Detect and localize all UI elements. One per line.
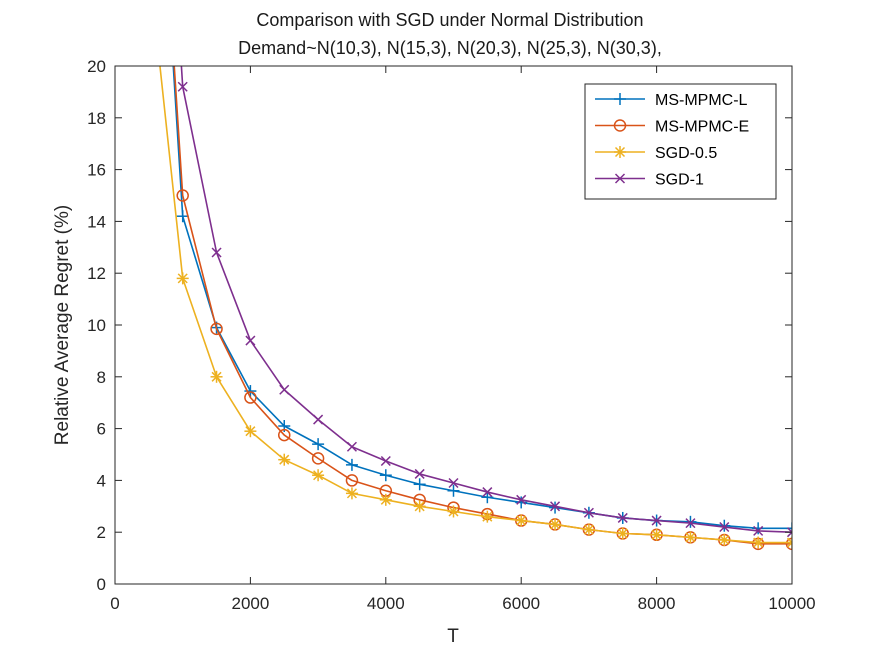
series-sgd-1 <box>177 66 792 538</box>
ticks-layer: 0 2000 4000 6000 8000 10000 0 2 4 6 8 10 12 14 16 18 20 <box>87 57 816 613</box>
legend-box <box>584 83 777 200</box>
data-point-sgd-1 <box>346 441 357 452</box>
y-tick-label: 16 <box>87 161 106 180</box>
legend-item-sgd-1: SGD-1 <box>595 172 704 189</box>
data-point-sgd-1 <box>245 335 256 346</box>
x-tick-label: 8000 <box>638 594 676 613</box>
data-point-ms-mpmc-l <box>447 484 460 497</box>
legend-marker-ms-mpmc-e <box>613 119 627 132</box>
data-point-sgd-0-5 <box>379 493 392 506</box>
y-tick-label: 20 <box>87 57 106 76</box>
data-point-sgd-0-5 <box>312 469 325 482</box>
data-point-sgd-0-5 <box>176 272 189 285</box>
x-tick-label: 0 <box>110 594 119 613</box>
y-tick-label: 6 <box>97 420 106 439</box>
legend-item-sgd-0-5: SGD-0.5 <box>595 145 717 162</box>
y-axis-label: Relative Average Regret (%) <box>52 205 73 445</box>
data-point-sgd-0-5 <box>345 487 358 500</box>
x-tick-label: 10000 <box>768 594 815 613</box>
data-point-sgd-0-5 <box>650 528 663 541</box>
series-line-sgd-1 <box>180 66 792 533</box>
data-point-sgd-1 <box>685 518 696 529</box>
data-point-ms-mpmc-l <box>345 458 358 471</box>
y-tick-label: 12 <box>87 264 106 283</box>
legend: MS-MPMC-L MS-MPMC-E SGD-0.5 SGD-1 <box>584 83 777 200</box>
data-point-sgd-0-5 <box>616 527 629 540</box>
legend-label: MS-MPMC-L <box>655 92 748 109</box>
data-point-ms-mpmc-l <box>684 515 697 528</box>
data-point-ms-mpmc-l <box>379 469 392 482</box>
data-point-sgd-0-5 <box>413 500 426 513</box>
data-point-sgd-1 <box>753 525 764 536</box>
data-point-sgd-1 <box>211 247 222 258</box>
data-point-sgd-1 <box>651 515 662 526</box>
series-sgd-0-5 <box>159 66 792 549</box>
y-tick-label: 2 <box>97 523 106 542</box>
data-point-ms-mpmc-l <box>176 210 189 223</box>
data-point-sgd-0-5 <box>549 518 562 531</box>
data-point-sgd-1 <box>786 527 792 538</box>
data-point-ms-mpmc-l <box>752 522 765 535</box>
data-point-sgd-1 <box>516 494 527 505</box>
y-tick-label: 14 <box>87 212 106 231</box>
data-point-ms-mpmc-l <box>312 438 325 451</box>
data-point-sgd-1 <box>177 81 188 92</box>
data-point-sgd-1 <box>380 455 391 467</box>
legend-label: SGD-1 <box>655 172 704 189</box>
data-point-sgd-0-5 <box>481 510 494 523</box>
data-point-ms-mpmc-l <box>481 491 494 504</box>
y-tick-label: 10 <box>87 316 106 335</box>
data-point-sgd-0-5 <box>752 536 765 549</box>
data-point-ms-mpmc-e <box>244 391 257 404</box>
y-tick-label: 18 <box>87 109 106 128</box>
data-point-sgd-0-5 <box>515 514 528 527</box>
data-point-sgd-0-5 <box>244 425 257 438</box>
data-point-sgd-0-5 <box>210 370 223 383</box>
y-tick-label: 0 <box>97 575 106 594</box>
data-point-sgd-1 <box>482 487 493 498</box>
y-tick-label: 8 <box>97 368 106 387</box>
data-point-ms-mpmc-l <box>413 478 426 491</box>
data-point-sgd-0-5 <box>786 536 792 549</box>
data-point-sgd-0-5 <box>582 523 595 536</box>
legend-item-ms-mpmc-e: MS-MPMC-E <box>595 119 749 136</box>
data-point-sgd-0-5 <box>447 505 460 518</box>
x-tick-label: 4000 <box>367 594 405 613</box>
legend-marker-sgd-0-5 <box>614 146 626 158</box>
data-point-sgd-0-5 <box>718 533 731 546</box>
data-point-sgd-1 <box>448 477 459 489</box>
data-point-ms-mpmc-l <box>718 519 731 532</box>
series-layer <box>159 66 792 551</box>
data-point-ms-mpmc-e <box>311 452 325 465</box>
data-point-sgd-1 <box>719 521 730 533</box>
data-point-sgd-1 <box>583 507 594 518</box>
data-point-sgd-0-5 <box>278 453 291 466</box>
data-point-ms-mpmc-e <box>176 189 189 202</box>
data-point-sgd-0-5 <box>684 531 697 544</box>
data-point-sgd-1 <box>313 414 324 425</box>
chart-title: Comparison with SGD under Normal Distrib… <box>256 10 643 30</box>
data-point-sgd-1 <box>617 512 628 523</box>
legend-label: MS-MPMC-E <box>655 119 749 136</box>
x-tick-label: 6000 <box>502 594 540 613</box>
x-tick-label: 2000 <box>231 594 269 613</box>
data-point-sgd-1 <box>414 468 425 479</box>
data-point-ms-mpmc-l <box>515 496 528 509</box>
data-point-sgd-1 <box>279 384 290 395</box>
y-tick-label: 4 <box>97 471 106 490</box>
data-point-ms-mpmc-e <box>278 428 291 442</box>
legend-marker-ms-mpmc-l <box>614 93 626 105</box>
legend-label: SGD-0.5 <box>655 145 717 162</box>
legend-item-ms-mpmc-l: MS-MPMC-L <box>595 92 748 109</box>
legend-marker-sgd-1 <box>614 173 626 184</box>
data-point-ms-mpmc-e <box>345 474 359 487</box>
data-point-ms-mpmc-e <box>785 537 792 551</box>
chart-subtitle: Demand~N(10,3), N(15,3), N(20,3), N(25,3… <box>238 38 662 58</box>
x-axis-label: T <box>447 626 459 647</box>
data-point-ms-mpmc-e <box>210 322 223 336</box>
data-point-sgd-1 <box>550 501 561 512</box>
